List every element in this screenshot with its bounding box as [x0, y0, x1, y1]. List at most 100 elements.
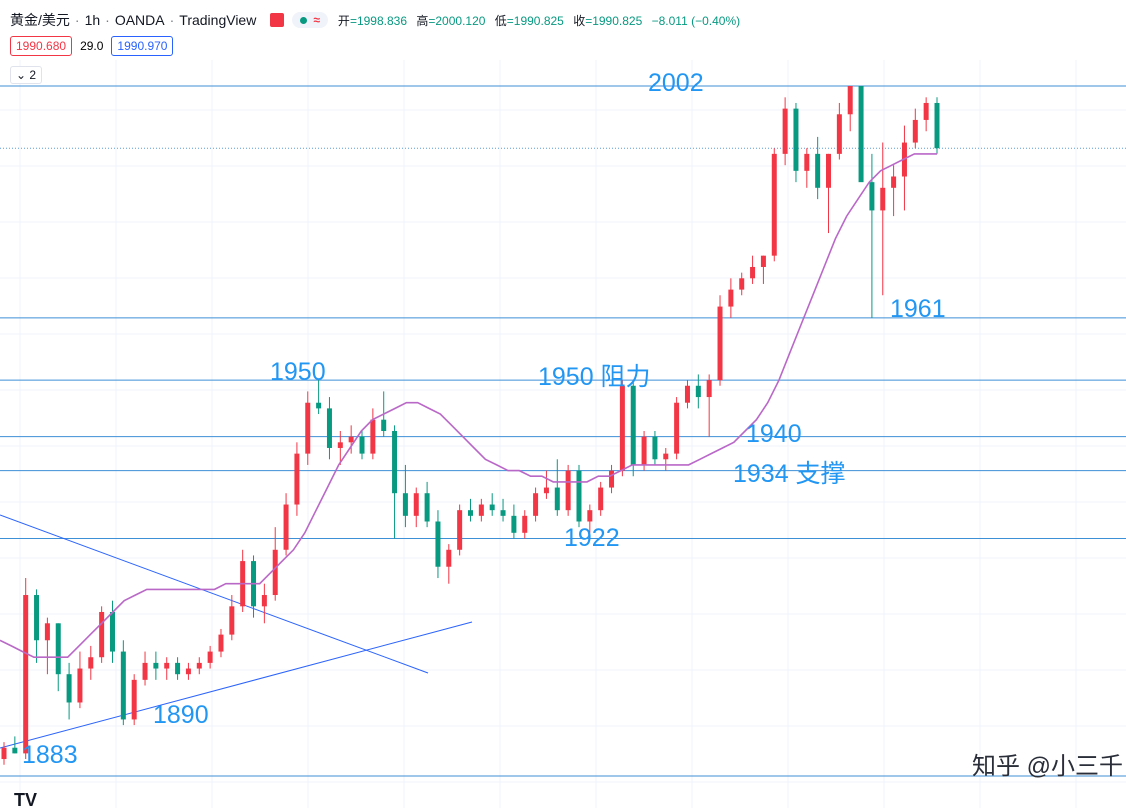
candle-down	[630, 385, 636, 465]
candle-down	[934, 102, 940, 149]
chart-header: 黄金/美元 · 1h · OANDA · TradingView ≈ 开=199…	[10, 9, 746, 31]
candle-up	[663, 453, 669, 460]
candle-up	[750, 266, 756, 279]
candle-up	[598, 487, 604, 511]
candle-down	[392, 431, 398, 494]
separator: ·	[169, 12, 175, 28]
candle-up	[413, 493, 419, 516]
candle-up	[44, 623, 50, 641]
candle-up	[728, 289, 734, 307]
candle-down	[489, 504, 495, 511]
candle-up	[782, 108, 788, 154]
separator: ·	[74, 12, 80, 28]
ohlc-values: 开=1998.836 高=2000.120 低=1990.825 收=1990.…	[338, 12, 746, 29]
annotation-1940: 1940	[746, 420, 802, 448]
candle-down	[793, 108, 799, 171]
candle-up	[337, 442, 343, 448]
candle-up	[836, 114, 842, 154]
platform: TradingView	[179, 12, 257, 28]
candle-up	[131, 679, 137, 720]
flag-icon[interactable]	[270, 13, 285, 27]
horizontal-levels	[0, 85, 1126, 777]
annotation-1890: 1890	[153, 701, 209, 729]
candle-up	[739, 278, 745, 290]
tradingview-logo-icon: TV	[14, 790, 38, 810]
candle-down	[815, 153, 821, 188]
candle-up	[619, 385, 625, 471]
candle-down	[652, 436, 658, 460]
candle-down	[109, 611, 115, 652]
candle-up	[261, 595, 267, 607]
spread-value: 29.0	[80, 39, 104, 53]
candle-down	[576, 470, 582, 522]
annotation-1883: 1883	[22, 741, 78, 769]
candles	[1, 86, 940, 765]
candle-down	[316, 402, 322, 409]
annotation-1934-support: 1934 支撑	[733, 460, 846, 488]
change-value: −8.011 (−0.40%)	[651, 13, 741, 28]
candle-up	[847, 86, 853, 115]
candle-down	[12, 747, 18, 754]
candle-up	[370, 419, 376, 454]
candle-up	[1, 747, 7, 760]
market-open-icon	[300, 16, 308, 24]
ask-button[interactable]: 1990.970	[111, 36, 174, 56]
ascending-trendline	[0, 621, 473, 749]
annotation-1922: 1922	[564, 524, 620, 552]
candle-down	[381, 419, 387, 431]
candle-down	[500, 510, 506, 516]
bid-button[interactable]: 1990.680	[10, 36, 73, 56]
chart-grid	[0, 60, 1126, 808]
candle-down	[858, 86, 864, 183]
indicator-count: 2	[29, 68, 37, 82]
candle-up	[565, 470, 571, 511]
annotation-1950-resistance: 1950 阻力	[538, 363, 651, 391]
market-status-pill[interactable]: ≈	[292, 12, 328, 28]
candle-up	[457, 510, 463, 550]
candle-up	[348, 436, 354, 443]
high-value: =2000.120	[428, 13, 486, 28]
candle-down	[435, 521, 441, 567]
candle-up	[207, 651, 213, 663]
candle-up	[684, 385, 690, 403]
open-value: =1998.836	[349, 13, 407, 28]
candle-up	[706, 380, 712, 398]
candle-up	[522, 515, 528, 533]
indicators-toggle[interactable]: ⌄ 2	[10, 66, 43, 84]
candle-up	[609, 470, 615, 488]
moving-average-line	[0, 153, 937, 659]
watermark: 知乎 @小三千	[972, 753, 1124, 780]
annotation-1961: 1961	[890, 295, 946, 323]
chevron-down-icon: ⌄	[16, 68, 27, 82]
timeframe[interactable]: 1h	[84, 12, 101, 28]
annotation-2002: 2002	[648, 69, 704, 97]
broker: OANDA	[114, 12, 165, 28]
candle-up	[641, 436, 647, 465]
close-value: =1990.825	[585, 13, 643, 28]
candle-up	[283, 504, 289, 550]
candle-up	[142, 662, 148, 680]
wave-icon: ≈	[313, 13, 320, 27]
symbol-title[interactable]: 黄金/美元	[10, 12, 70, 28]
candle-up	[880, 187, 886, 211]
candle-up	[771, 153, 777, 256]
candle-down	[695, 385, 701, 398]
candle-up	[446, 549, 452, 567]
candle-up	[826, 153, 832, 188]
candle-down	[359, 436, 365, 454]
close-label: 收	[573, 13, 586, 28]
high-label: 高	[416, 13, 429, 28]
candle-up	[229, 606, 235, 635]
low-label: 低	[494, 13, 507, 28]
order-row: 1990.680 29.0 1990.970	[10, 36, 174, 56]
annotation-1950: 1950	[270, 358, 326, 386]
candle-down	[66, 674, 72, 703]
candle-up	[891, 176, 897, 188]
descending-trendline	[0, 514, 429, 674]
candle-up	[674, 402, 680, 454]
candle-up	[23, 595, 29, 754]
low-value: =1990.825	[506, 13, 564, 28]
candle-up	[533, 493, 539, 516]
candle-up	[717, 306, 723, 381]
